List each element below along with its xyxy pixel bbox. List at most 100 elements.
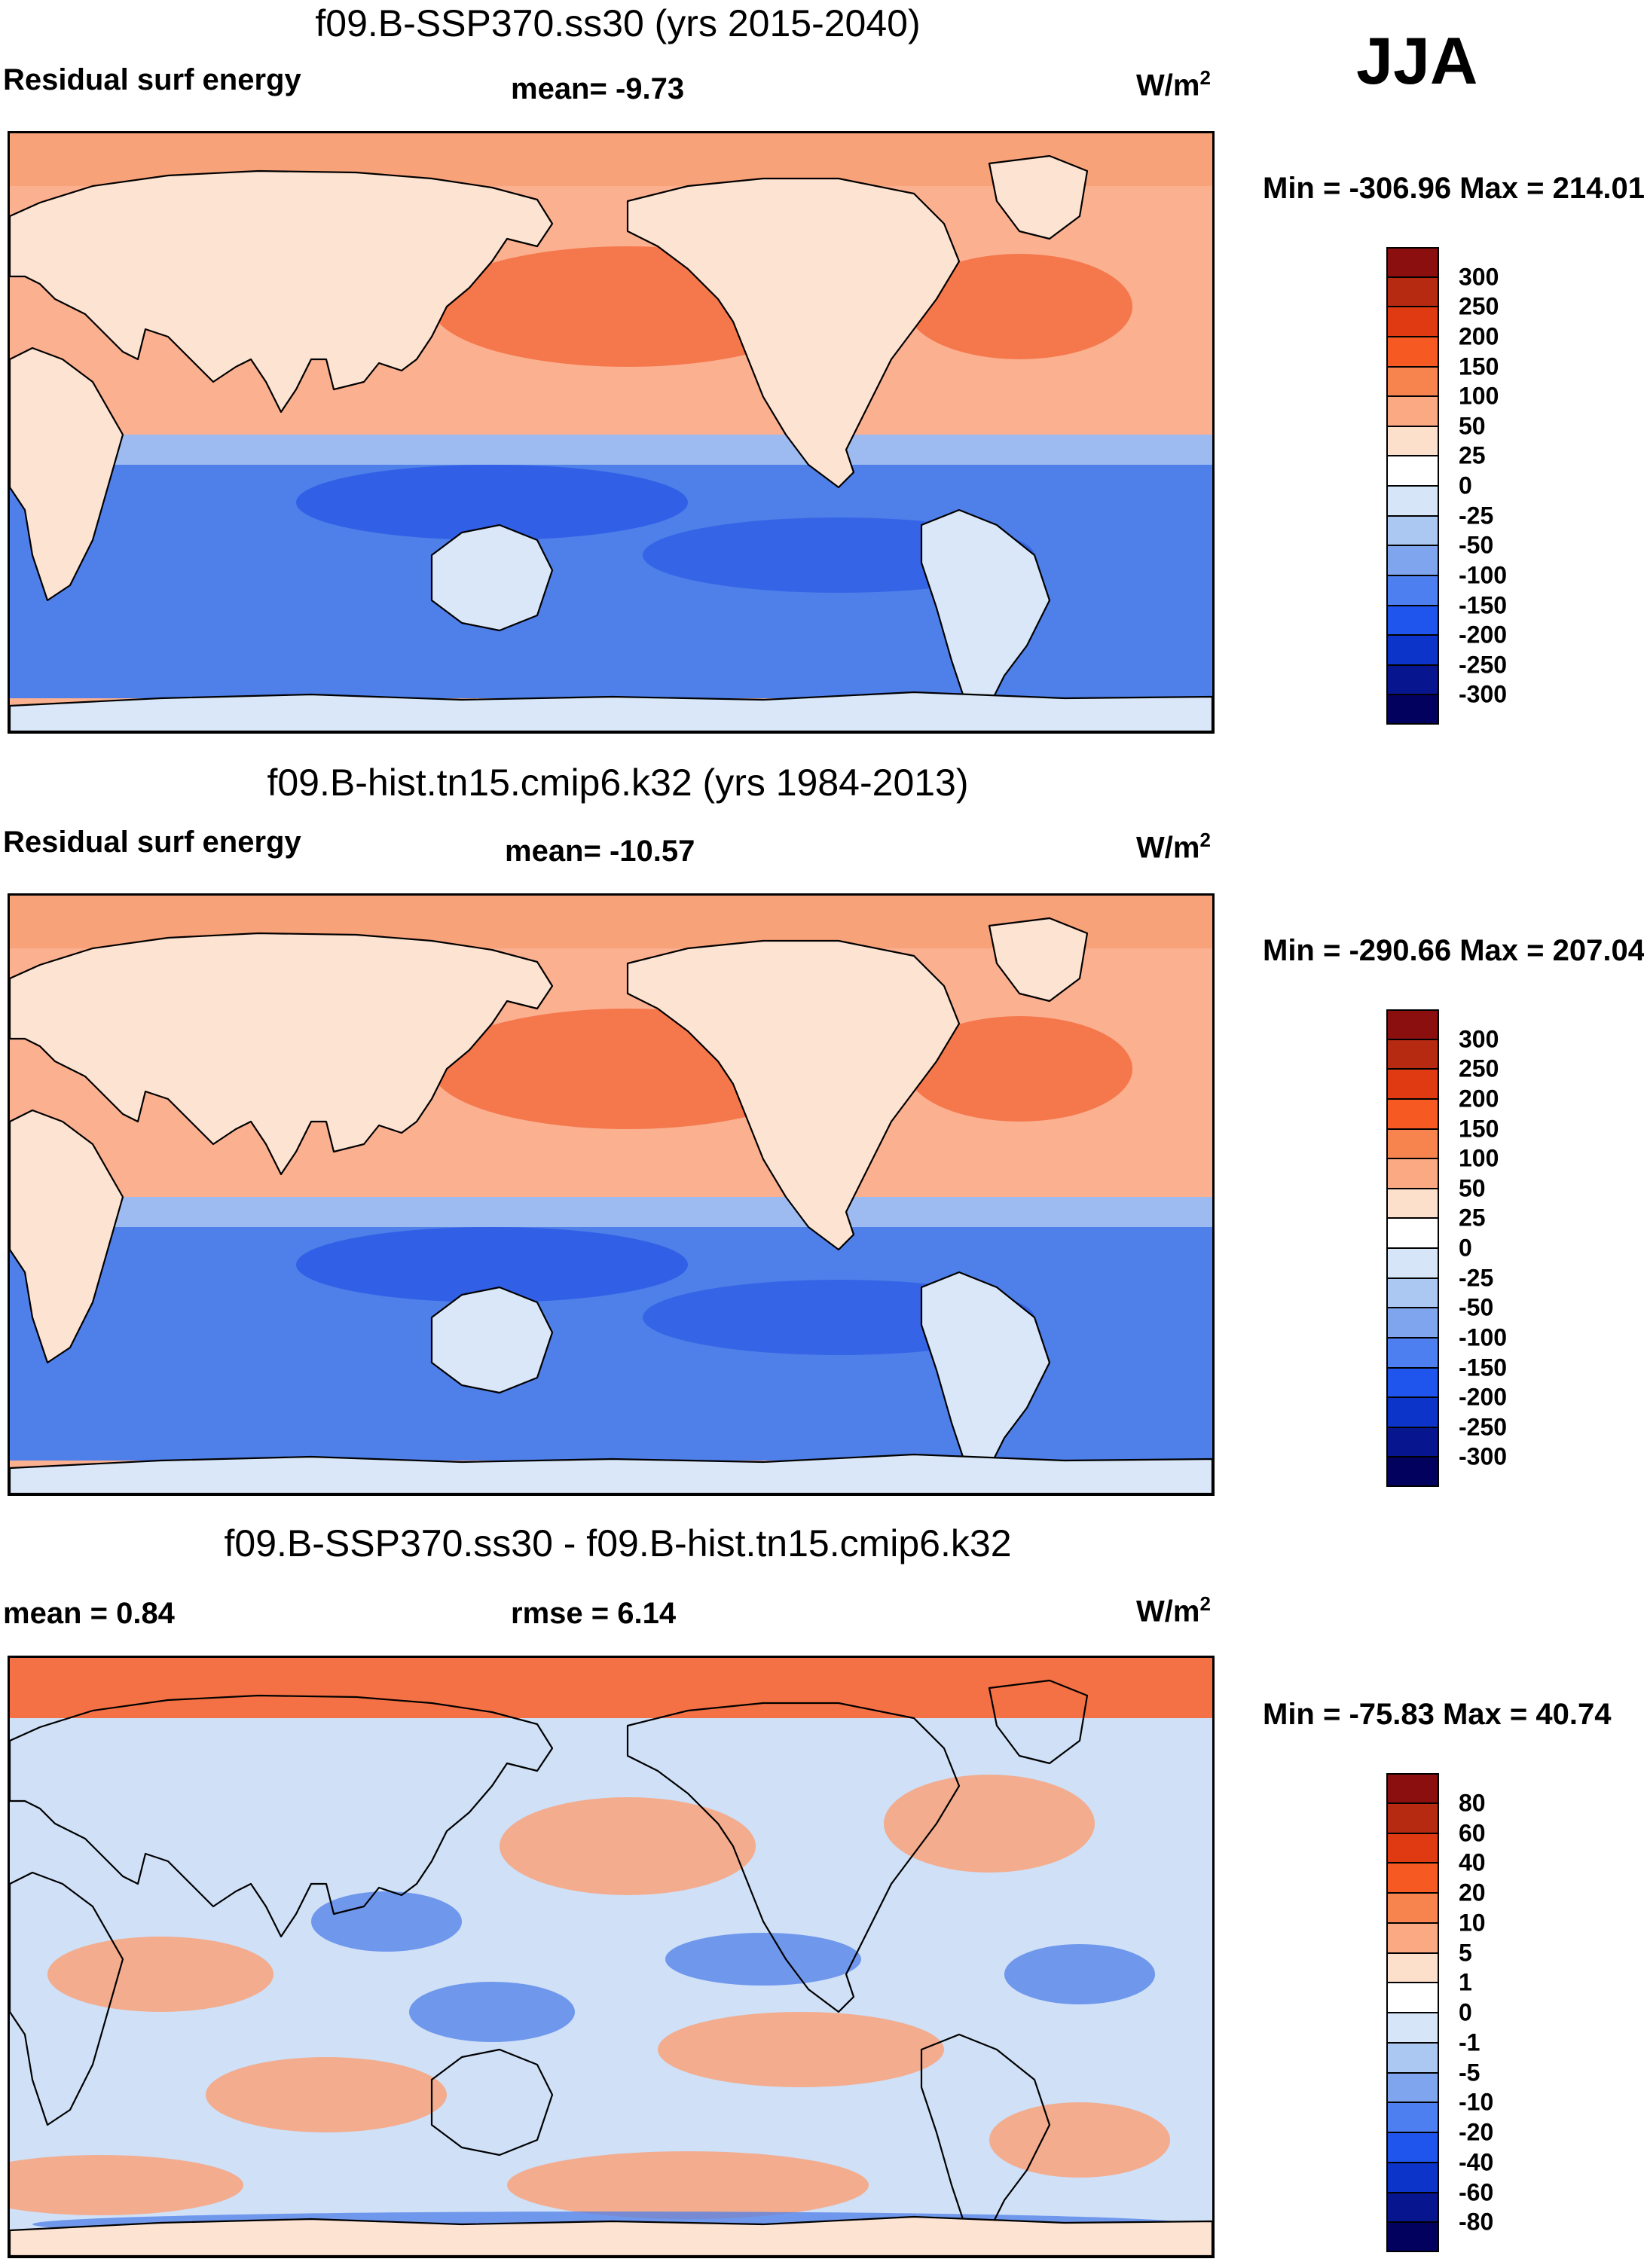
units-exponent: 2 — [1199, 66, 1211, 89]
colorbar-label: -150 — [1459, 591, 1508, 618]
colorbar-divider — [1386, 365, 1439, 368]
negative-anomaly-region — [665, 1933, 861, 1986]
colorbar-divider — [1386, 306, 1439, 308]
continent-africa — [10, 1871, 124, 2126]
units-text: W/m — [1136, 831, 1200, 865]
colorbar-divider — [1386, 1862, 1439, 1864]
colorbar-label: 60 — [1459, 1819, 1486, 1846]
colorbar-label: -10 — [1459, 2088, 1494, 2116]
arctic-anomaly — [10, 1658, 1212, 1718]
colorbar-divider — [1386, 604, 1439, 606]
colorbar-divider — [1386, 664, 1439, 666]
colorbar-swatch — [1386, 1308, 1439, 1338]
colorbar-swatch — [1386, 2042, 1439, 2073]
colorbar-swatch — [1386, 1248, 1439, 1278]
positive-anomaly-region — [989, 2102, 1170, 2178]
positive-anomaly-region — [884, 1775, 1095, 1873]
colorbar-divider — [1386, 335, 1439, 337]
colorbar-swatch — [1386, 247, 1439, 277]
colorbar-swatch — [1386, 1069, 1439, 1099]
colorbar-swatch — [1386, 2192, 1439, 2223]
panel-3-mean-label: mean = 0.84 — [3, 1597, 175, 1630]
indian-ocean-cold-core — [296, 1227, 688, 1302]
colorbar-label: 150 — [1459, 1115, 1499, 1142]
colorbar-divider — [1386, 634, 1439, 636]
colorbar-swatch — [1386, 276, 1439, 307]
positive-anomaly-region — [500, 1797, 756, 1895]
colorbar-swatch — [1386, 694, 1439, 725]
colorbar-divider — [1386, 2161, 1439, 2163]
colorbar-label: -250 — [1459, 651, 1508, 679]
colorbar-label: 80 — [1459, 1789, 1486, 1817]
colorbar-swatch — [1386, 1983, 1439, 2013]
colorbar-label: -200 — [1459, 621, 1508, 649]
colorbar-divider — [1386, 2132, 1439, 2133]
colorbar-label: 200 — [1459, 1085, 1499, 1113]
colorbar-swatch — [1386, 1158, 1439, 1189]
colorbar-label: 10 — [1459, 1909, 1486, 1937]
season-label: JJA — [1356, 23, 1478, 98]
colorbar-divider — [1386, 2012, 1439, 2013]
continent-greenland — [988, 154, 1089, 240]
colorbar-label: -1 — [1459, 2028, 1481, 2056]
colorbar-swatch — [1386, 1367, 1439, 1398]
colorbar-divider — [1386, 1217, 1439, 1219]
colorbar-divider — [1386, 1922, 1439, 1924]
colorbar-swatch — [1386, 366, 1439, 397]
colorbar-swatch — [1386, 1009, 1439, 1039]
panel-1-minmax: Min = -306.96 Max = 214.01 — [1263, 172, 1644, 205]
panel-2-units: W/m2 — [1136, 829, 1211, 865]
colorbar-swatch — [1386, 2132, 1439, 2163]
colorbar-label: 40 — [1459, 1848, 1486, 1876]
positive-anomaly-region — [206, 2057, 447, 2132]
colorbar-swatch — [1386, 1397, 1439, 1427]
continent-africa — [10, 346, 124, 602]
negative-anomaly-region — [409, 1982, 575, 2042]
colorbar-divider — [1386, 1892, 1439, 1894]
colorbar-swatch — [1386, 515, 1439, 546]
colorbar-label: 300 — [1459, 263, 1499, 291]
colorbar-swatch — [1386, 2162, 1439, 2193]
colorbar-divider — [1386, 1097, 1439, 1100]
continent-southamerica — [920, 1271, 1051, 1485]
colorbar-divider — [1386, 425, 1439, 427]
colorbar-swatch — [1386, 1893, 1439, 1923]
colorbar-swatch — [1386, 426, 1439, 456]
colorbar-divider — [1386, 574, 1439, 576]
colorbar-divider — [1386, 1038, 1439, 1040]
units-text: W/m — [1136, 1595, 1200, 1629]
continent-greenland — [988, 1679, 1089, 1765]
panel-3-title: f09.B-SSP370.ss30 - f09.B-hist.tn15.cmip… — [224, 1522, 1012, 1564]
negative-anomaly-region — [311, 1891, 462, 1952]
continent-greenland — [988, 917, 1089, 1003]
colorbar-divider — [1386, 1247, 1439, 1249]
continent-southamerica — [920, 508, 1051, 722]
colorbar-divider — [1386, 1802, 1439, 1804]
colorbar-divider — [1386, 2102, 1439, 2104]
colorbar-label: 0 — [1459, 1234, 1472, 1262]
colorbar-swatch — [1386, 1952, 1439, 1983]
colorbar-label: 25 — [1459, 1204, 1486, 1232]
colorbar-divider — [1386, 1982, 1439, 1984]
colorbar-swatch — [1386, 1128, 1439, 1159]
colorbar-swatch — [1386, 635, 1439, 665]
colorbar-divider — [1386, 485, 1439, 487]
panel-2-title: f09.B-hist.tn15.cmip6.k32 (yrs 1984-2013… — [267, 762, 969, 804]
colorbar-divider — [1386, 1277, 1439, 1279]
colorbar-swatch — [1386, 1337, 1439, 1368]
continent-africa — [10, 1109, 124, 1364]
colorbar-label: -80 — [1459, 2208, 1494, 2236]
panel-2-colorbar: 300 250 200 150 100 50 25 0 -25 -50 -100 -150 -200 -2… — [1386, 1009, 1507, 1487]
panel-2-minmax: Min = -290.66 Max = 207.04 — [1263, 934, 1644, 967]
colorbar-label: -250 — [1459, 1413, 1508, 1441]
colorbar-divider — [1386, 514, 1439, 517]
continent-northamerica — [626, 939, 961, 1251]
colorbar-label: 25 — [1459, 441, 1486, 469]
panel-1-mean-label: mean= -9.73 — [511, 72, 685, 105]
colorbar-divider — [1386, 1456, 1439, 1458]
continent-antarctica — [10, 1453, 1212, 1494]
colorbar-divider — [1386, 1128, 1439, 1130]
atlantic-warm-core — [906, 254, 1132, 359]
colorbar-swatch — [1386, 1863, 1439, 1893]
continent-northamerica — [626, 1702, 961, 2013]
